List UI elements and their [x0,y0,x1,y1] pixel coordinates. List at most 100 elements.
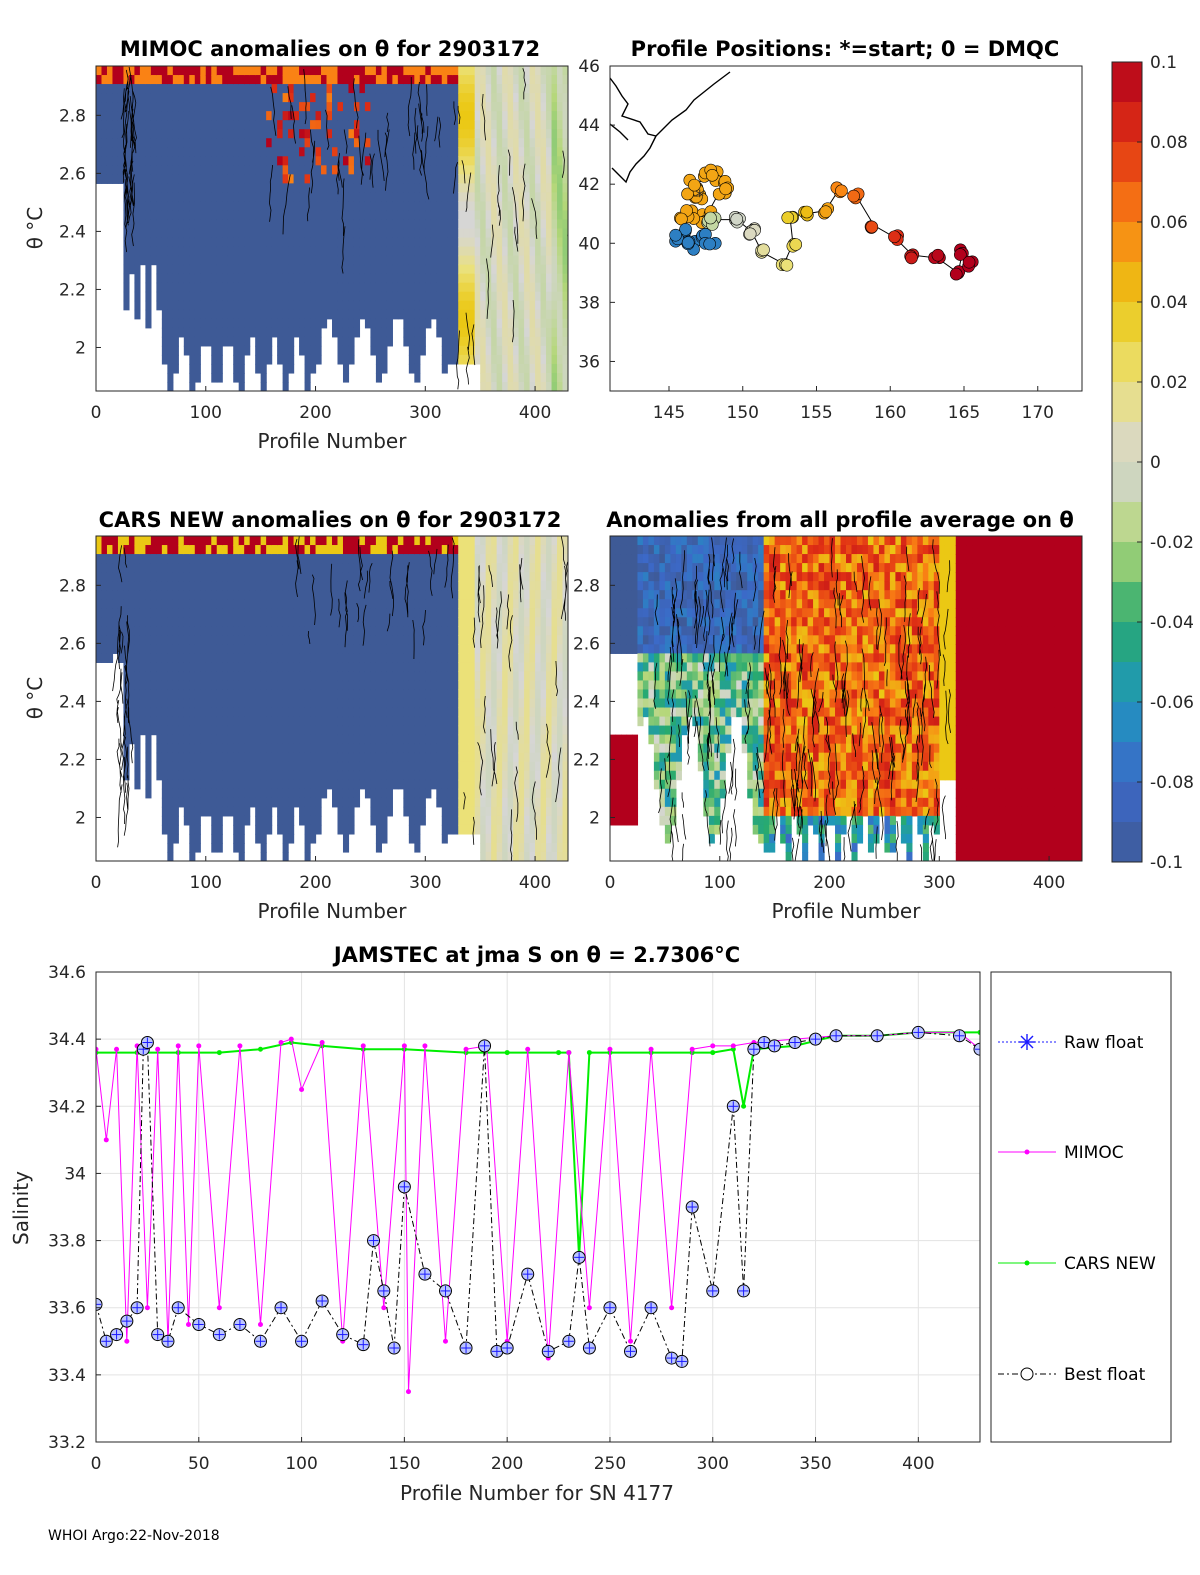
heatmap-cell [216,689,223,700]
heatmap-cell [156,174,163,184]
heatmap-cell [441,84,448,94]
heatmap-cell [551,156,558,166]
heatmap-cell [233,824,240,835]
heatmap-cell [233,219,240,230]
heatmap-cell [233,264,240,275]
heatmap-cell [161,797,168,808]
heatmap-cell [304,291,311,302]
heatmap-cell [167,689,174,700]
heatmap-cell [271,264,278,275]
heatmap-cell [227,599,234,609]
heatmap-cell [123,716,130,727]
heatmap-cell [255,545,262,555]
heatmap-cell [266,554,273,564]
heatmap-cell [370,138,377,148]
heatmap-cell [403,671,410,682]
heatmap-cell [183,147,190,157]
heatmap-cell [359,165,366,175]
heatmap-cell [353,156,361,166]
heatmap-cell [332,788,339,799]
heatmap-cell [342,842,350,853]
heatmap-cell [310,93,317,103]
heatmap-cell [513,93,520,103]
colorbar-tick-label: -0.1 [1150,853,1183,873]
heatmap-cell [535,237,542,248]
heatmap-cell [238,372,245,383]
x-tick-label: 200 [299,403,331,423]
heatmap-cell [447,725,454,736]
heatmap-cell [348,75,355,85]
heatmap-cell [227,608,234,618]
heatmap-cell [491,84,498,94]
heatmap-cell [463,237,470,248]
heatmap-cell [441,797,448,808]
heatmap-cell [458,725,465,736]
heatmap-cell [238,282,245,293]
heatmap-cell [266,680,273,691]
heatmap-cell [123,590,130,600]
heatmap-cell [304,617,311,627]
heatmap-cell [282,129,289,139]
heatmap-cell [529,156,536,166]
heatmap-cell [222,273,229,284]
heatmap-cell [216,66,223,76]
heatmap-cell [145,309,152,320]
heatmap-cell [474,138,481,148]
heatmap-cell [123,770,130,781]
heatmap-cell [463,653,470,663]
heatmap-cell [430,183,437,193]
heatmap-cell [452,797,459,808]
heatmap-cell [491,282,498,293]
heatmap-cell [419,608,426,618]
heatmap-cell [447,752,454,763]
heatmap-cell [255,689,262,700]
heatmap-cell [392,653,399,663]
heatmap-cell [337,300,344,311]
heatmap-cell [452,572,459,582]
heatmap-cell [128,635,136,645]
heatmap-cell [233,210,240,221]
heatmap-cell [96,138,103,148]
heatmap-cell [463,111,470,121]
heatmap-cell [216,644,223,654]
heatmap-cell [123,635,130,645]
heatmap-cell [425,743,432,754]
heatmap-cell [205,66,212,76]
heatmap-cell [255,84,262,94]
heatmap-cell [200,327,207,338]
heatmap-cell [293,707,300,718]
heatmap-cell [139,138,146,148]
heatmap-cell [260,545,267,555]
heatmap-cell [452,734,459,745]
heatmap-cell [211,734,218,745]
heatmap-cell [474,93,481,103]
heatmap-cell [342,345,350,356]
heatmap-cell [326,75,333,85]
heatmap-cell [145,725,152,736]
heatmap-cell [194,734,201,745]
y-tick-label: 46 [578,57,600,77]
heatmap-cell [502,138,509,148]
profile-position-marker [819,205,833,218]
heatmap-cell [282,237,289,248]
heatmap-cell [117,599,125,609]
heatmap-cell [222,201,229,212]
heatmap-cell [364,264,372,275]
heatmap-cell [458,536,465,546]
heatmap-cell [211,264,218,275]
heatmap-cell [425,273,432,284]
heatmap-cell [139,192,146,203]
heatmap-cell [535,300,542,311]
heatmap-cell [277,174,284,184]
heatmap-cell [255,815,262,826]
heatmap-cell [211,147,218,157]
heatmap-cell [518,219,525,230]
heatmap-cell [397,734,404,745]
heatmap-cell [238,183,245,193]
heatmap-cell [546,300,553,311]
heatmap-cell [452,554,459,564]
heatmap-cell [524,84,531,94]
heatmap-cell [551,120,558,130]
heatmap-cell [381,66,388,76]
heatmap-cell [392,779,399,790]
